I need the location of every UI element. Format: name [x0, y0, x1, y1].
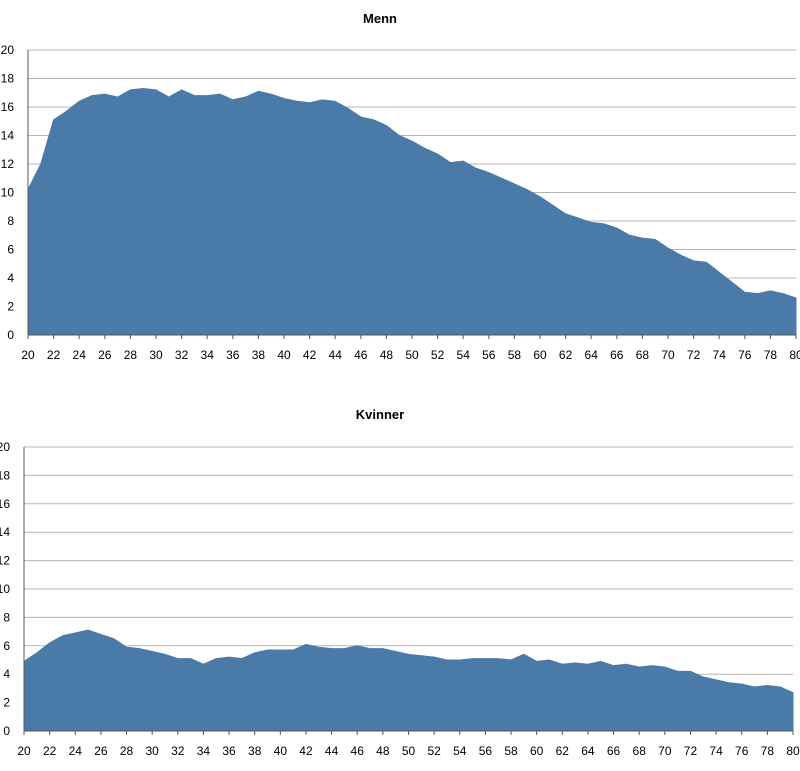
x-tick-label: 34: [201, 348, 215, 362]
x-tick-label: 70: [661, 348, 675, 362]
x-tick-label: 50: [402, 744, 416, 758]
y-tick-label: 10: [1, 186, 15, 200]
x-tick-label: 76: [735, 744, 749, 758]
y-tick-label: 4: [3, 667, 10, 681]
x-tick-label: 26: [98, 348, 112, 362]
y-tick-label: 8: [3, 610, 10, 624]
x-tick-label: 60: [533, 348, 547, 362]
y-tick-label: 4: [7, 271, 14, 285]
x-tick-label: 54: [457, 348, 471, 362]
x-tick-label: 56: [482, 348, 496, 362]
y-tick-label: 18: [1, 72, 15, 86]
y-tick-label: 6: [7, 243, 14, 257]
x-tick-label: 70: [658, 744, 672, 758]
x-tick-label: 20: [17, 744, 31, 758]
x-tick-label: 38: [248, 744, 262, 758]
x-tick-label: 32: [175, 348, 189, 362]
y-tick-label: 6: [3, 639, 10, 653]
x-tick-label: 60: [530, 744, 544, 758]
x-tick-label: 24: [69, 744, 83, 758]
area-series: [23, 629, 794, 732]
x-tick-label: 28: [124, 348, 138, 362]
x-tick-label: 22: [47, 348, 61, 362]
x-tick-label: 52: [427, 744, 441, 758]
x-tick-label: 78: [764, 348, 778, 362]
chart-title: Kvinner: [356, 407, 404, 422]
y-tick-label: 16: [1, 100, 15, 114]
x-tick-label: 68: [633, 744, 647, 758]
x-tick-label: 72: [687, 348, 701, 362]
x-tick-label: 34: [197, 744, 211, 758]
x-tick-label: 62: [559, 348, 573, 362]
y-tick-label: 14: [1, 129, 15, 143]
y-tick-label: 8: [7, 214, 14, 228]
y-tick-label: 2: [3, 696, 10, 710]
x-tick-label: 68: [636, 348, 650, 362]
y-tick-label: 2: [7, 300, 14, 314]
x-tick-label: 28: [120, 744, 134, 758]
x-tick-label: 38: [252, 348, 266, 362]
chart-title: Menn: [363, 11, 397, 26]
x-tick-label: 36: [226, 348, 240, 362]
chart-kvinner: Kvinner 02468101214161820202224262830323…: [0, 392, 800, 771]
x-tick-label: 80: [789, 348, 800, 362]
x-tick-label: 56: [479, 744, 493, 758]
area-series: [27, 87, 797, 336]
x-tick-label: 48: [376, 744, 390, 758]
x-tick-label: 52: [431, 348, 445, 362]
x-tick-label: 66: [607, 744, 621, 758]
x-tick-label: 72: [684, 744, 698, 758]
chart-menn: Menn 0 2 4 6 8 10 12 14 16 18 20 20 22 24 26 28 30 32 34 36…: [0, 0, 800, 385]
y-tick-label: 20: [1, 43, 15, 57]
x-tick-label: 66: [610, 348, 624, 362]
x-tick-label: 78: [761, 744, 775, 758]
x-tick-label: 40: [277, 348, 291, 362]
x-tick-label: 74: [713, 348, 727, 362]
x-tick-label: 22: [43, 744, 57, 758]
x-tick-label: 44: [325, 744, 339, 758]
x-tick-label: 40: [274, 744, 288, 758]
x-tick-label: 20: [21, 348, 35, 362]
x-tick-label: 58: [508, 348, 522, 362]
x-tick-label: 54: [453, 744, 467, 758]
x-tick-label: 64: [585, 348, 599, 362]
x-tick-label: 32: [171, 744, 185, 758]
x-tick-label: 62: [556, 744, 570, 758]
x-tick-label: 44: [329, 348, 343, 362]
y-tick-label: 18: [0, 468, 10, 482]
y-tick-label: 14: [0, 525, 10, 539]
x-tick-label: 36: [222, 744, 236, 758]
x-tick-label: 48: [380, 348, 394, 362]
y-tick-label: 10: [0, 582, 10, 596]
chart-kvinner-svg: Kvinner 02468101214161820202224262830323…: [0, 407, 800, 758]
x-tick-label: 30: [149, 348, 163, 362]
x-tick-label: 42: [303, 348, 317, 362]
x-tick-label: 26: [94, 744, 108, 758]
x-tick-label: 46: [354, 348, 368, 362]
y-tick-label: 16: [0, 497, 10, 511]
x-tick-label: 74: [709, 744, 723, 758]
x-tick-label: 50: [405, 348, 419, 362]
x-tick-label: 42: [299, 744, 313, 758]
y-tick-label: 0: [7, 328, 14, 342]
y-tick-label: 12: [1, 157, 15, 171]
x-tick-label: 80: [786, 744, 800, 758]
y-tick-label: 20: [0, 440, 10, 454]
x-tick-label: 30: [145, 744, 159, 758]
x-tick-label: 58: [504, 744, 518, 758]
y-tick-label: 12: [0, 554, 10, 568]
x-tick-label: 46: [351, 744, 365, 758]
x-tick-label: 24: [73, 348, 87, 362]
x-tick-label: 64: [581, 744, 595, 758]
x-tick-label: 76: [738, 348, 752, 362]
y-tick-label: 0: [3, 724, 10, 738]
